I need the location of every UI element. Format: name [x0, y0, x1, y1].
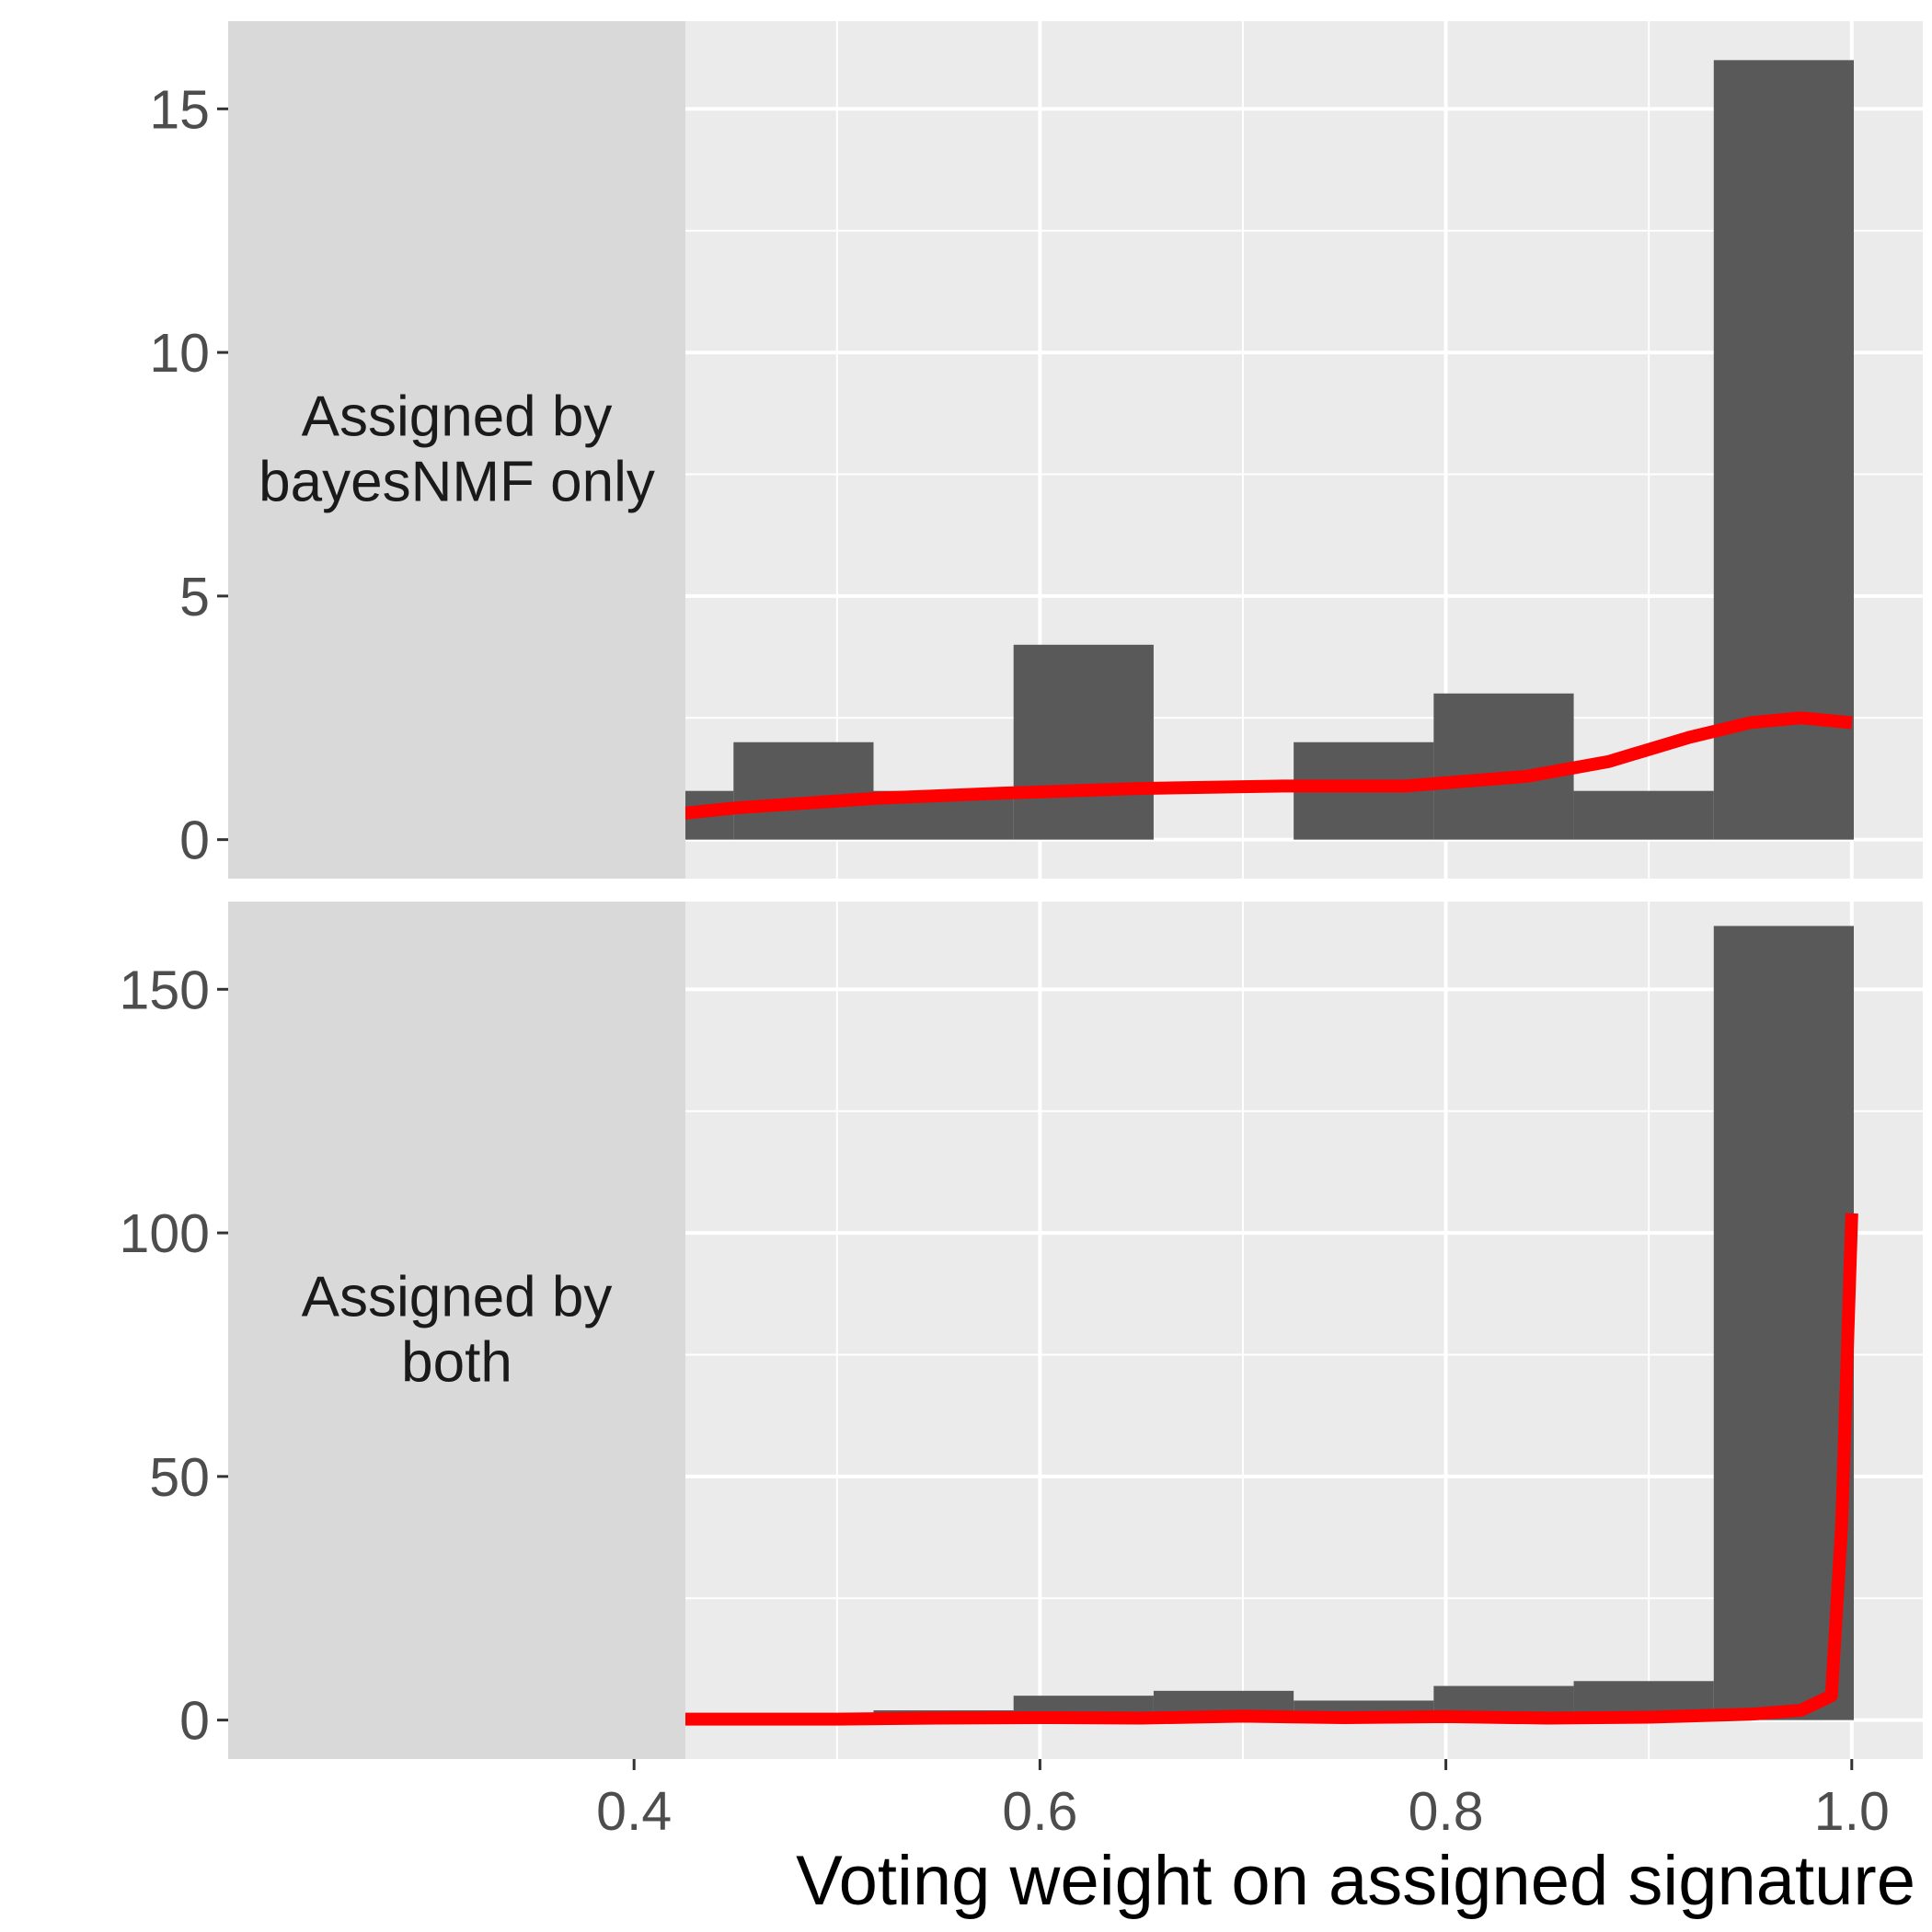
y-tick-label: 50 — [149, 1447, 210, 1508]
histogram-bar — [733, 742, 874, 840]
histogram-bar — [1713, 926, 1854, 1720]
y-tick-label: 150 — [120, 960, 210, 1020]
x-tick-label: 1.0 — [1814, 1781, 1890, 1842]
strip-label-line: bayesNMF only — [259, 451, 655, 514]
y-tick-label: 15 — [149, 79, 210, 140]
y-tick-label: 10 — [149, 323, 210, 384]
strip-background — [228, 21, 685, 879]
x-axis-title: Voting weight on assigned signature — [796, 1842, 1915, 1920]
histogram-bar — [1713, 60, 1854, 840]
strip-label-line: both — [401, 1331, 512, 1395]
strip-background — [228, 902, 685, 1759]
x-tick-label: 0.4 — [596, 1781, 672, 1842]
density-curve — [592, 711, 1853, 830]
x-axis: 0.4 0.6 0.8 1.0 — [596, 1759, 1890, 1842]
strip-label-line: Assigned by — [302, 1266, 613, 1329]
density-curve — [592, 1213, 1858, 1726]
y-tick-label: 0 — [179, 1691, 210, 1752]
y-tick-label: 5 — [179, 567, 210, 627]
y-tick-label: 100 — [120, 1203, 210, 1264]
x-tick-label: 0.8 — [1409, 1781, 1484, 1842]
strip-label-line: Assigned by — [302, 385, 613, 449]
y-tick-label: 0 — [179, 811, 210, 871]
x-tick-label: 0.6 — [1002, 1781, 1077, 1842]
histogram-bar — [1013, 644, 1154, 840]
histogram-bar — [1573, 790, 1714, 840]
